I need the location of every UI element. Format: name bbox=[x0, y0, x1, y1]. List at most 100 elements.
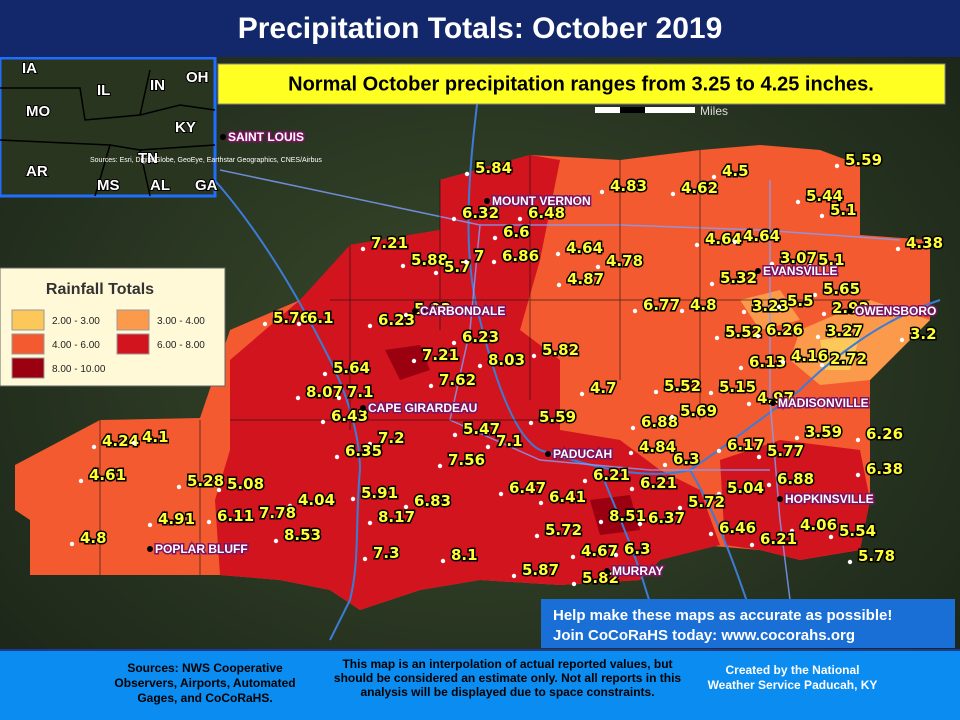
station-dot bbox=[716, 448, 722, 454]
station-dot bbox=[273, 538, 279, 544]
station-value: 6.86 bbox=[502, 247, 539, 265]
legend-swatch bbox=[11, 333, 45, 355]
station-dot bbox=[855, 472, 861, 478]
legend-swatch bbox=[11, 357, 45, 379]
station-dot bbox=[714, 335, 720, 341]
station-value: 6.48 bbox=[528, 204, 565, 222]
station-value: 8.53 bbox=[284, 526, 321, 544]
station-value: 6.1 bbox=[307, 309, 334, 327]
station-value: 8.03 bbox=[488, 351, 525, 369]
station-dot bbox=[847, 559, 853, 565]
station-value: 4.38 bbox=[906, 234, 943, 252]
station-value: 7.21 bbox=[371, 234, 408, 252]
station-value: 6.37 bbox=[648, 509, 685, 527]
station-value: 7 bbox=[474, 247, 484, 265]
station-value: 5.28 bbox=[187, 472, 224, 490]
station-dot bbox=[632, 308, 638, 314]
banner bbox=[217, 63, 946, 105]
station-value: 6.26 bbox=[866, 425, 903, 443]
station-value: 6.21 bbox=[640, 474, 677, 492]
scale-label: Miles bbox=[700, 104, 728, 118]
station-value: 5.69 bbox=[680, 402, 717, 420]
station-dot bbox=[653, 389, 659, 395]
rainfall-region bbox=[350, 175, 480, 280]
station-value: 6.38 bbox=[866, 460, 903, 478]
station-dot bbox=[828, 534, 834, 540]
station-value: 6.46 bbox=[719, 519, 756, 537]
station-value: 4.16 bbox=[791, 347, 828, 365]
station-dot bbox=[400, 263, 406, 269]
station-dot bbox=[491, 259, 497, 265]
station-dot bbox=[91, 444, 97, 450]
help-box bbox=[541, 599, 955, 648]
station-value: 4.1 bbox=[142, 428, 169, 446]
state-label: MO bbox=[26, 103, 50, 120]
station-value: 5.87 bbox=[522, 561, 559, 579]
legend-swatch bbox=[116, 309, 150, 331]
station-value: 5.88 bbox=[411, 251, 448, 269]
city-label: MURRAY bbox=[612, 564, 664, 578]
legend-label: 3.00 - 4.00 bbox=[157, 316, 205, 327]
station-value: 4.8 bbox=[690, 296, 717, 314]
city-dot bbox=[220, 134, 226, 140]
station-dot bbox=[367, 520, 373, 526]
station-dot bbox=[411, 358, 417, 364]
legend-swatch bbox=[116, 333, 150, 355]
station-dot bbox=[807, 263, 813, 269]
station-dot bbox=[755, 333, 761, 339]
station-value: 5.72 bbox=[545, 521, 582, 539]
station-value: 5.08 bbox=[227, 475, 264, 493]
station-value: 6.26 bbox=[766, 321, 803, 339]
station-value: 6.3 bbox=[673, 450, 700, 468]
station-value: 5.91 bbox=[361, 484, 398, 502]
station-value: 4.87 bbox=[567, 270, 604, 288]
station-value: 3.23 bbox=[752, 297, 789, 315]
footer: Sources: NWS Cooperative Observers, Airp… bbox=[0, 649, 960, 720]
station-value: 5.44 bbox=[806, 187, 843, 205]
station-dot bbox=[628, 450, 634, 456]
city-label: HOPKINSVILLE bbox=[785, 492, 874, 506]
station-dot bbox=[819, 362, 825, 368]
station-dot bbox=[403, 312, 409, 318]
station-dot bbox=[598, 519, 604, 525]
city-label: CARBONDALE bbox=[420, 304, 505, 318]
station-value: 5.5 bbox=[787, 292, 814, 310]
state-label: AL bbox=[150, 177, 170, 194]
station-dot bbox=[451, 340, 457, 346]
city-label: PADUCAH bbox=[553, 447, 612, 461]
station-dot bbox=[206, 519, 212, 525]
help-line: Join CoCoRaHS today: www.cocorahs.org bbox=[553, 627, 855, 644]
station-dot bbox=[262, 321, 268, 327]
station-dot bbox=[629, 486, 635, 492]
rainfall-region bbox=[820, 335, 860, 370]
state-label: OH bbox=[186, 69, 209, 86]
legend-swatch bbox=[11, 309, 45, 331]
station-value: 4.84 bbox=[639, 438, 676, 456]
station-value: 7.3 bbox=[373, 544, 400, 562]
station-value: 7.56 bbox=[448, 451, 485, 469]
station-value: 4.04 bbox=[298, 491, 335, 509]
station-value: 5.15 bbox=[719, 378, 756, 396]
city-dot bbox=[604, 568, 610, 574]
station-value: 4.83 bbox=[610, 177, 647, 195]
state-label: IL bbox=[97, 82, 110, 99]
city-label: POPLAR BLUFF bbox=[155, 542, 248, 556]
station-dot bbox=[599, 189, 605, 195]
station-dot bbox=[433, 270, 439, 276]
stations: 5.846.32 6.484.83 4.624.55.595.445.14.387.… bbox=[69, 150, 945, 589]
station-value: 4.97 bbox=[757, 389, 794, 407]
city-dot bbox=[360, 405, 366, 411]
station-value: 7.2 bbox=[378, 429, 405, 447]
state-label: IN bbox=[150, 77, 165, 94]
station-value: 6.11 bbox=[217, 507, 254, 525]
station-dot bbox=[538, 500, 544, 506]
station-value: 4.78 bbox=[606, 252, 643, 270]
station-dot bbox=[334, 454, 340, 460]
station-dot bbox=[477, 363, 483, 369]
station-dot bbox=[812, 292, 818, 298]
station-value: 6.88 bbox=[777, 470, 814, 488]
station-dot bbox=[613, 552, 619, 558]
cities: SAINT LOUIS MOUNT VERNON CARBONDALE CAPE GI… bbox=[147, 129, 938, 580]
station-dot bbox=[789, 528, 795, 534]
